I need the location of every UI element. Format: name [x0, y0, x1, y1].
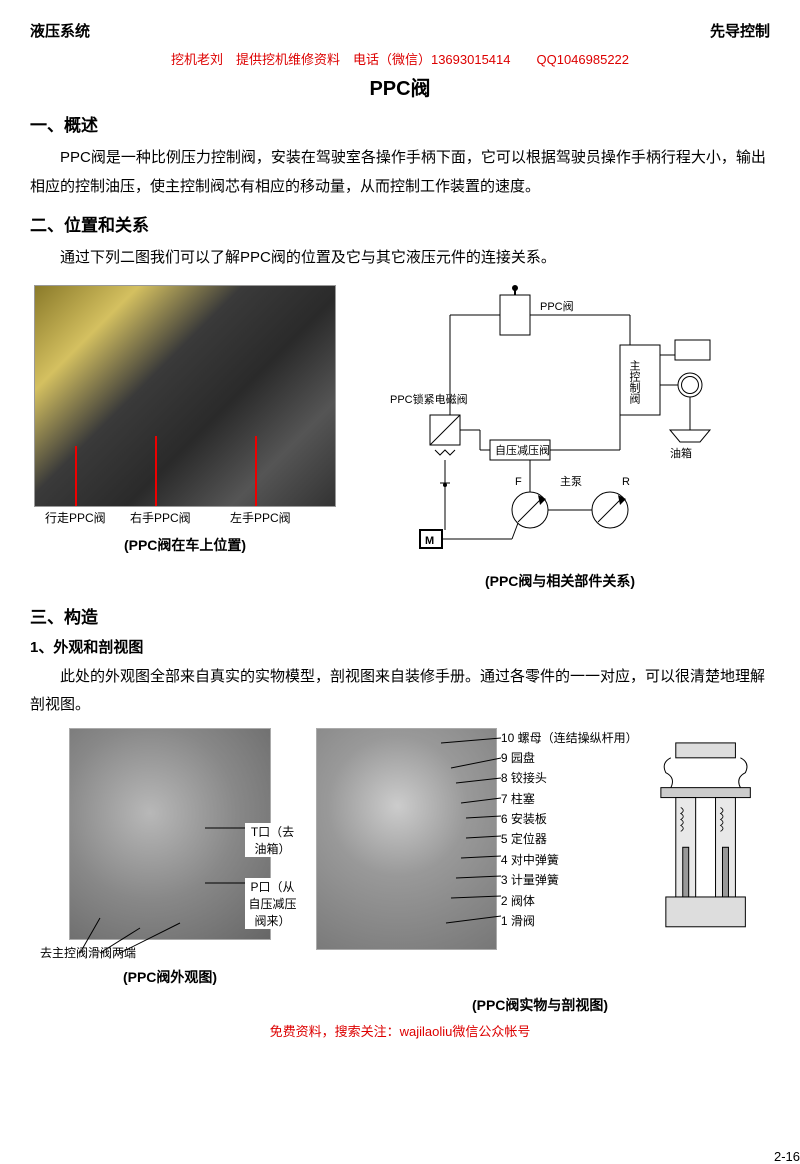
slide-valve-label: 去主控阀滑阀两端 — [30, 944, 310, 961]
svg-text:油箱: 油箱 — [670, 446, 692, 460]
part-2: 2 阀体 — [501, 891, 637, 911]
part-8: 8 铰接头 — [501, 768, 637, 788]
part-1: 1 滑阀 — [501, 911, 637, 931]
svg-text:M: M — [425, 535, 434, 547]
cab-photo: 行走PPC阀 右手PPC阀 左手PPC阀 — [34, 285, 336, 507]
page-title: PPC阀 — [30, 72, 770, 101]
valve-exterior-photo — [69, 728, 271, 940]
svg-text:F: F — [515, 476, 522, 488]
t-port-label: T口（去油箱） — [245, 823, 300, 857]
fig4-caption: (PPC阀实物与剖视图) — [310, 995, 770, 1015]
section-1-heading: 一、概述 — [30, 111, 770, 136]
footer-text: 免费资料，搜索关注：wajilaoliu微信公众帐号 — [30, 1021, 770, 1040]
part-9: 9 园盘 — [501, 748, 637, 768]
photo-label-2: 右手PPC阀 — [130, 509, 191, 526]
svg-text:PPC阀: PPC阀 — [540, 299, 574, 313]
section-2-text: 通过下列二图我们可以了解PPC阀的位置及它与其它液压元件的连接关系。 — [30, 244, 770, 273]
section-3-text: 此处的外观图全部来自真实的实物模型，剖视图来自装修手册。通过各零件的一一对应，可… — [30, 663, 770, 720]
part-10: 10 螺母（连结操纵杆用） — [501, 728, 637, 748]
header-right: 先导控制 — [710, 20, 770, 41]
page-number: 2-16 — [774, 1149, 800, 1164]
header-left: 液压系统 — [30, 20, 90, 41]
part-6: 6 安装板 — [501, 809, 637, 829]
section-3-subheading: 1、外观和剖视图 — [30, 636, 770, 657]
parts-list: 10 螺母（连结操纵杆用） 9 园盘 8 铰接头 7 柱塞 6 安装板 5 定位… — [501, 728, 637, 950]
fig2-caption: (PPC阀与相关部件关系) — [350, 571, 770, 591]
photo-label-3: 左手PPC阀 — [230, 509, 291, 526]
part-3: 3 计量弹簧 — [501, 870, 637, 890]
cutaway-drawing — [641, 728, 770, 948]
svg-text:自压减压阀: 自压减压阀 — [495, 443, 550, 457]
watermark-text: 挖机老刘 提供挖机维修资料 电话（微信）13693015414 QQ104698… — [30, 49, 770, 68]
fig3-caption: (PPC阀外观图) — [30, 967, 310, 987]
section-2-heading: 二、位置和关系 — [30, 211, 770, 236]
p-port-label: P口（从自压减压阀来） — [245, 878, 300, 929]
part-7: 7 柱塞 — [501, 789, 637, 809]
fig1-caption: (PPC阀在车上位置) — [30, 535, 340, 555]
part-4: 4 对中弹簧 — [501, 850, 637, 870]
schematic-diagram: PPC阀 主控制阀 油箱 PPC锁紧电磁阀 — [390, 285, 730, 565]
svg-text:R: R — [622, 476, 630, 488]
part-5: 5 定位器 — [501, 829, 637, 849]
svg-text:PPC锁紧电磁阀: PPC锁紧电磁阀 — [390, 392, 468, 406]
section-1-text: PPC阀是一种比例压力控制阀，安装在驾驶室各操作手柄下面，它可以根据驾驶员操作手… — [30, 144, 770, 201]
section-3-heading: 三、构造 — [30, 603, 770, 628]
svg-text:主泵: 主泵 — [560, 475, 582, 488]
photo-label-1: 行走PPC阀 — [45, 509, 106, 526]
svg-text:主控制阀: 主控制阀 — [628, 359, 641, 404]
valve-cutaway-photo — [316, 728, 497, 950]
